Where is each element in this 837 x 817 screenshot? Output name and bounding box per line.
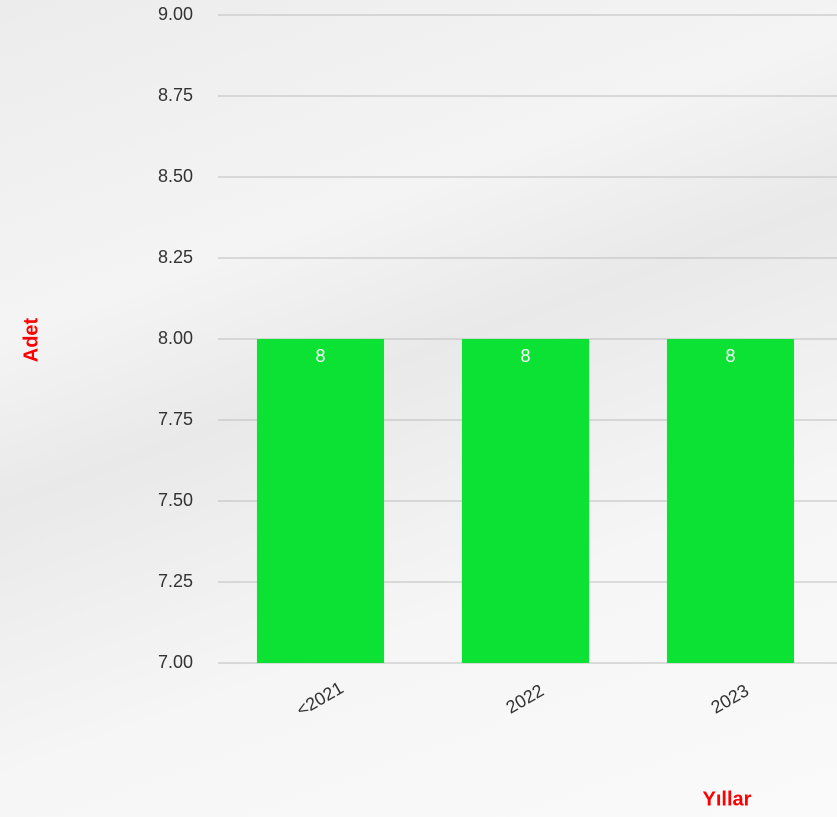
value-label: 8 [520,346,530,366]
page: {"chart_data": {"type": "bar", "x_label"… [0,0,837,817]
value-label: 8 [725,346,735,366]
x-tick-label: <2021 [293,678,347,721]
y-tick-label: 7.25 [158,571,193,591]
y-tick-label: 8.75 [158,85,193,105]
bar [462,339,589,663]
chart: Adet Yıllar 7.00 7.25 7.50 7.75 8.00 8.25 8.50… [0,0,837,817]
y-tick-label: 8.00 [158,328,193,348]
y-tick-label: 8.50 [158,166,193,186]
x-axis-title: Yıllar [703,788,752,810]
value-label: 8 [315,346,325,366]
bar [667,339,794,663]
x-tick-label: 2022 [503,680,548,717]
y-tick-label: 7.75 [158,409,193,429]
y-tick-label: 9.00 [158,4,193,24]
y-tick-label: 7.00 [158,652,193,672]
y-axis-title: Adet [20,317,42,362]
y-tick-label: 7.50 [158,490,193,510]
bar [257,339,384,663]
x-tick-label: 2023 [708,680,753,717]
y-tick-label: 8.25 [158,247,193,267]
